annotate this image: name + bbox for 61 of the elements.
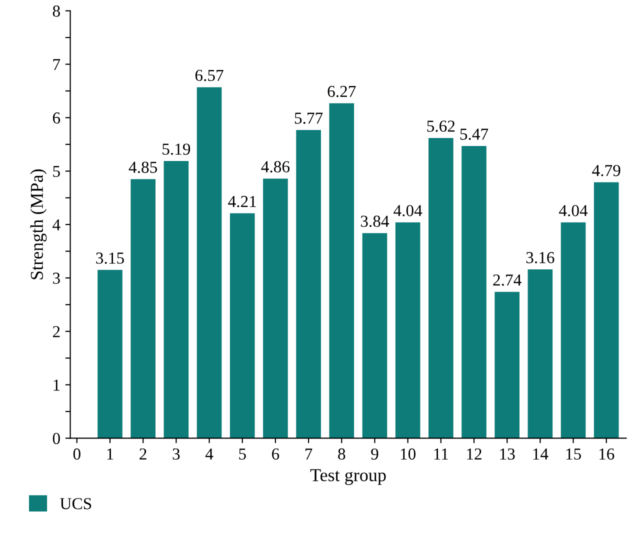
bar [98, 270, 122, 438]
bar [462, 146, 486, 438]
data-label: 4.86 [261, 161, 290, 172]
y-tick-label: 0 [52, 432, 60, 444]
bar [230, 213, 255, 438]
x-tick-label: 5 [239, 448, 246, 460]
data-label: 3.16 [526, 252, 554, 264]
x-tick-label: 14 [533, 448, 548, 460]
data-label: 6.27 [328, 86, 356, 98]
x-tick-label: 15 [566, 448, 581, 460]
bar [296, 130, 321, 438]
bar [130, 179, 156, 438]
bar [196, 87, 222, 438]
x-tick-label: 13 [500, 448, 515, 460]
bar [528, 269, 553, 438]
x-axis-title: Test group [310, 469, 386, 485]
x-tick-label: 7 [305, 448, 312, 460]
x-tick-label: 0 [73, 448, 80, 460]
x-tick-label: 12 [467, 448, 482, 460]
data-label: 2.74 [493, 274, 522, 286]
data-label: 4.79 [592, 164, 620, 176]
y-tick-label: 3 [53, 272, 60, 284]
data-label: 5.19 [162, 144, 190, 155]
data-label: 5.77 [294, 112, 323, 124]
data-label: 3.15 [96, 252, 124, 264]
x-tick-label: 1 [107, 448, 114, 460]
data-label: 4.04 [559, 204, 588, 216]
x-tick-label: 9 [371, 448, 378, 460]
x-tick-label: 8 [338, 448, 346, 460]
y-tick-label: 5 [53, 166, 60, 178]
data-label: 4.04 [394, 204, 422, 216]
bar [263, 178, 288, 438]
x-tick-label: 11 [434, 448, 448, 460]
x-tick-label: 2 [140, 448, 146, 460]
y-tick-label: 2 [52, 326, 60, 338]
x-tick-label: 16 [600, 448, 614, 460]
bar [164, 160, 189, 438]
y-tick-label: 1 [54, 380, 60, 391]
bar [428, 138, 454, 438]
y-axis-title: Strength (MPa) [30, 169, 47, 280]
data-label: 4.21 [228, 196, 256, 208]
y-tick-label: 6 [52, 112, 60, 124]
x-tick-label: 6 [272, 448, 280, 460]
data-label: 3.84 [360, 216, 390, 227]
y-tick-label: 4 [52, 219, 60, 230]
bar [329, 103, 354, 438]
bar [594, 182, 619, 438]
x-tick-label: 4 [205, 448, 214, 460]
data-label: 5.62 [427, 120, 455, 132]
x-tick-label: 3 [172, 448, 180, 460]
y-tick-label: 7 [53, 59, 60, 70]
data-label: 5.47 [460, 128, 488, 140]
data-label: 4.85 [128, 162, 158, 174]
bar [494, 292, 520, 438]
legend-label: UCS [60, 498, 92, 510]
x-tick-label: 10 [400, 448, 416, 460]
bar [362, 233, 388, 438]
bar [395, 222, 420, 438]
data-label: 6.57 [195, 70, 224, 82]
bar [560, 222, 586, 438]
y-tick-label: 8 [52, 6, 60, 17]
